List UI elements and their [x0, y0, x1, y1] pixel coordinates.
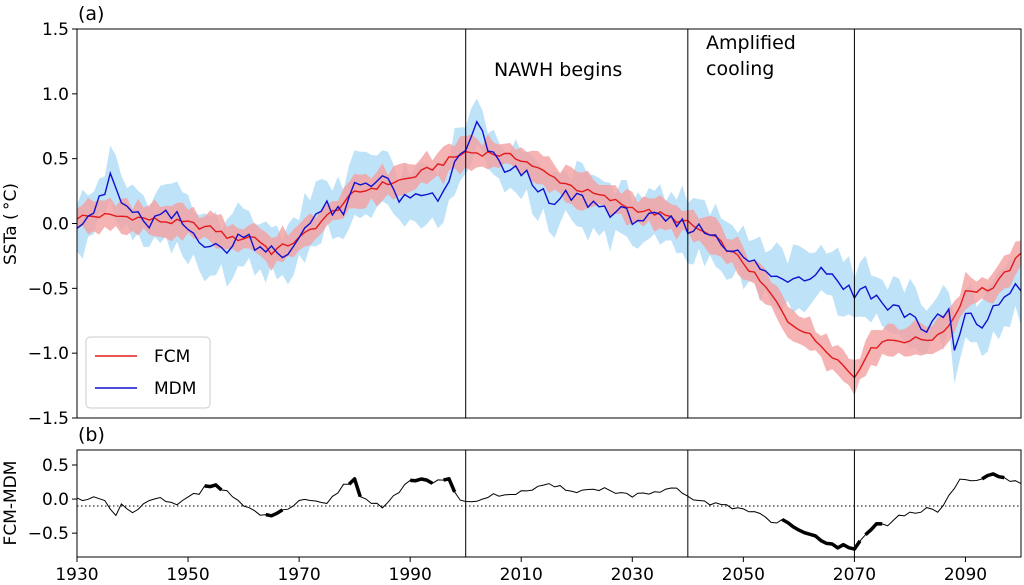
ytick-label: 1.5 [42, 20, 69, 40]
panel-a-series-lines [76, 120, 1022, 379]
legend-mdm-label: MDM [154, 379, 196, 399]
xtick-label: 1950 [166, 565, 209, 585]
ytick-label: 0.0 [42, 215, 69, 235]
ytick-label: −1.0 [28, 344, 69, 364]
ytick-label: 0.0 [42, 490, 69, 510]
line-fcm [76, 150, 1022, 379]
panel-b-label: (b) [78, 424, 105, 446]
panel-b: (b) 0.5 0.0 −0.5 1930 1950 1970 1990 2010 2030 2… [1, 424, 1022, 585]
xtick-label: 2010 [500, 565, 543, 585]
bold-segment [781, 517, 862, 551]
panel-b-frame [76, 449, 1022, 558]
xtick-label: 2090 [944, 565, 987, 585]
line-mdm [76, 120, 1022, 351]
panel-b-y-ticks: 0.5 0.0 −0.5 [28, 456, 77, 544]
annotation-cooling: cooling [706, 58, 774, 80]
legend-box [85, 336, 211, 409]
ytick-label: −1.5 [28, 409, 69, 429]
panel-b-vertical-lines [465, 450, 855, 557]
panel-b-x-ticks: 1930 1950 1970 1990 2010 2030 2050 2070 2090 [55, 557, 987, 585]
panel-a-label: (a) [78, 3, 104, 25]
bold-segment [443, 477, 457, 493]
ytick-label: −0.5 [28, 524, 69, 544]
bold-segment [864, 521, 883, 537]
panel-a-uncertainty-bands [77, 98, 1021, 396]
bold-segment [204, 483, 223, 492]
bold-segment [347, 477, 362, 498]
panel-b-series-line [76, 472, 1022, 551]
panel-a-vertical-lines [465, 29, 855, 418]
bold-segment [265, 508, 284, 518]
ytick-label: 1.0 [42, 85, 69, 105]
xtick-label: 1970 [277, 565, 320, 585]
xtick-label: 2070 [833, 565, 876, 585]
panel-b-y-axis-label: FCM-MDM [1, 461, 21, 546]
annotation-nawh-begins: NAWH begins [494, 59, 622, 81]
ytick-label: 0.5 [42, 456, 69, 476]
ytick-label: 0.5 [42, 150, 69, 170]
bold-segment [410, 477, 434, 485]
xtick-label: 1990 [389, 565, 432, 585]
xtick-label: 2050 [722, 565, 765, 585]
annotation-amplified: Amplified [706, 32, 796, 54]
panel-a: (a) 1.5 1.0 0.5 0.0 −0.5 −1.0 −1.5 NAWH begins… [1, 3, 1022, 429]
legend: FCM MDM [85, 336, 211, 409]
panel-a-y-axis-label: SSTa ( °C) [1, 183, 21, 265]
xtick-label: 1930 [55, 565, 98, 585]
ytick-label: −0.5 [28, 279, 69, 299]
band-fcm [77, 134, 1021, 396]
panel-a-y-ticks: 1.5 1.0 0.5 0.0 −0.5 −1.0 −1.5 [28, 20, 77, 429]
xtick-label: 2030 [611, 565, 654, 585]
line-fcm-mdm [76, 473, 1022, 550]
legend-fcm-label: FCM [154, 347, 190, 367]
bold-segment [981, 472, 1005, 481]
